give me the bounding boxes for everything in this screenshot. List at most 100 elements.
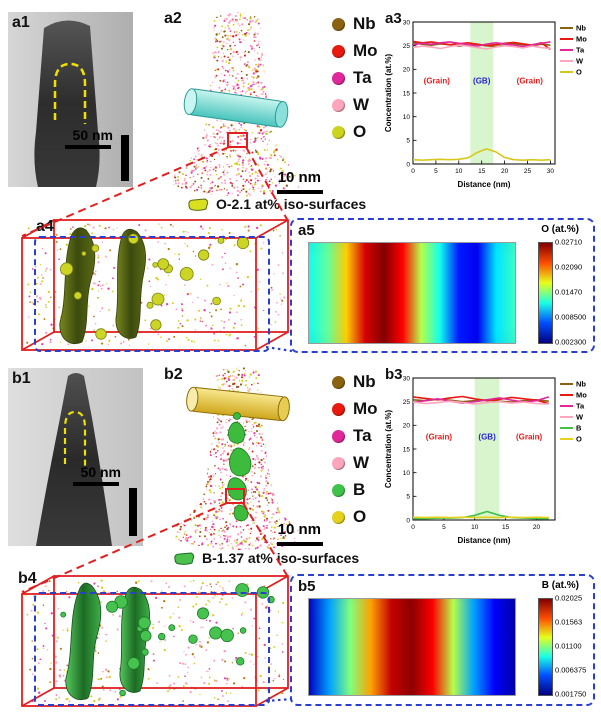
- panel-a2-apt-reconstruction: a2 10 nm: [150, 6, 325, 198]
- svg-text:10: 10: [403, 114, 411, 121]
- colorbar-tick-label: 0.01563: [555, 617, 583, 627]
- line-chart: 0 5 10 15 20 25 30 0 5 10 15 20 25 30 (Grain) (GB) (Grai…: [383, 10, 597, 192]
- svg-text:(Grain): (Grain): [516, 433, 543, 442]
- legend-color-dot: [332, 44, 345, 58]
- svg-text:W: W: [576, 413, 584, 422]
- svg-text:25: 25: [403, 399, 411, 406]
- panel-label: a2: [164, 10, 182, 27]
- svg-text:Nb: Nb: [576, 24, 586, 33]
- svg-text:10: 10: [455, 168, 463, 175]
- heatmap-shading: [309, 243, 515, 343]
- svg-text:0: 0: [411, 168, 415, 175]
- svg-text:Distance (nm): Distance (nm): [458, 180, 511, 189]
- colorbar-tick-label: 0.01100: [555, 641, 582, 651]
- o-cluster-spheres: [59, 233, 250, 340]
- panel-b2-apt-reconstruction: b2 10 nm: [150, 362, 325, 551]
- legend-item-mo: Mo: [332, 399, 378, 419]
- colorbar-tick-labels: 0.02025 0.01563 0.01100 0.006375 0.001750: [555, 594, 599, 699]
- svg-text:30: 30: [403, 375, 411, 382]
- svg-text:Nb: Nb: [576, 380, 586, 389]
- tem-needle-shape: [34, 20, 100, 188]
- svg-text:15: 15: [403, 446, 411, 453]
- b-iso-surface-icon: [174, 551, 195, 565]
- panel-label: b1: [12, 370, 31, 387]
- colorbar-tick-label: 0.006375: [555, 665, 587, 675]
- panel-label: b2: [164, 366, 183, 383]
- svg-text:10: 10: [471, 524, 479, 531]
- scale-bar-label: 50 nm: [80, 464, 121, 480]
- scale-bar: [73, 482, 119, 486]
- svg-text:(Grain): (Grain): [517, 77, 544, 86]
- scale-bar: [277, 190, 323, 194]
- magnified-region-blue-box-b: [34, 592, 270, 706]
- legend-label: Mo: [353, 41, 378, 60]
- svg-text:(GB): (GB): [473, 77, 491, 86]
- legend-color-dot: [332, 17, 345, 31]
- svg-text:20: 20: [403, 67, 411, 74]
- svg-text:15: 15: [478, 168, 486, 175]
- roi-cylinder-yellow: [186, 386, 290, 422]
- svg-text:O: O: [576, 435, 582, 444]
- legend-item-mo: Mo: [332, 41, 378, 61]
- panel-label: b4: [18, 570, 37, 587]
- legend-color-dot: [332, 510, 345, 524]
- svg-text:15: 15: [502, 524, 510, 531]
- svg-text:15: 15: [403, 90, 411, 97]
- scale-bar-label: 10 nm: [277, 169, 321, 186]
- heatmap-shading: [309, 599, 515, 695]
- colorbar-tick-label: 0.02090: [555, 262, 583, 272]
- svg-text:Distance (nm): Distance (nm): [458, 536, 511, 545]
- colorbar-tick-label: 0.01470: [555, 287, 583, 297]
- legend-label: Ta: [353, 68, 372, 87]
- caption-text: O-2.1 at% iso-surfaces: [216, 196, 367, 212]
- svg-text:(Grain): (Grain): [424, 77, 451, 86]
- colorbar-title: O (at.%): [541, 224, 579, 235]
- scale-bar: [65, 145, 111, 149]
- svg-text:10: 10: [403, 470, 411, 477]
- legend-item-o: O: [332, 507, 378, 527]
- magnified-region-blue-box-a: [34, 236, 270, 352]
- scale-bar-label: 10 nm: [277, 521, 321, 538]
- panel-label: b5: [298, 578, 316, 595]
- panel-b1-tem-image: b1 50 nm: [8, 368, 143, 546]
- tem-needle-image: [8, 12, 133, 188]
- scale-bar-vertical: [129, 488, 137, 536]
- legend-color-dot: [332, 402, 345, 416]
- svg-text:5: 5: [434, 168, 438, 175]
- colorbar-tick-label: 0.002300: [555, 337, 587, 347]
- legend-label: W: [353, 453, 370, 472]
- svg-text:W: W: [576, 57, 584, 66]
- colorbar: [538, 242, 553, 344]
- legend-item-ta: Ta: [332, 68, 378, 88]
- panel-b3-concentration-profile: 0 5 10 15 20 0 5 10 15 20 25 30 (Grain) (GB) (Grain) Nb…: [383, 366, 597, 548]
- legend-color-dot: [332, 456, 345, 470]
- svg-text:0: 0: [406, 517, 410, 524]
- svg-text:0: 0: [411, 524, 415, 531]
- svg-text:20: 20: [501, 168, 509, 175]
- legend-label: Nb: [353, 14, 376, 33]
- legend-color-dot: [332, 375, 345, 389]
- legend-item-ta: Ta: [332, 426, 378, 446]
- svg-text:O: O: [576, 68, 582, 77]
- colorbar-tick-label: 0.02710: [555, 237, 583, 247]
- panel-b5-concentration-map: b5 B (at.%) 0.02025 0.01563 0.01100 0.00637…: [290, 574, 595, 706]
- svg-text:Ta: Ta: [576, 402, 585, 411]
- legend-color-dot: [332, 71, 345, 85]
- svg-text:30: 30: [403, 19, 411, 26]
- iso-surface-caption-a: O-2.1 at% iso-surfaces: [186, 196, 366, 212]
- panel-label: a4: [36, 218, 54, 235]
- panel-label: a3: [385, 10, 402, 27]
- legend-item-b: B: [332, 480, 378, 500]
- legend-label: Ta: [353, 426, 372, 445]
- grain-boundary-dashed-curve: [63, 410, 87, 468]
- apt-point-cloud: [172, 12, 302, 197]
- svg-text:Mo: Mo: [576, 391, 587, 400]
- svg-text:Concentration (at.%): Concentration (at.%): [384, 410, 393, 489]
- legend-label: Nb: [353, 372, 376, 391]
- legend-item-nb: Nb: [332, 372, 378, 392]
- magnified-region-box: [225, 488, 245, 504]
- legend-label: Mo: [353, 399, 378, 418]
- legend-item-nb: Nb: [332, 14, 378, 34]
- legend-label: O: [353, 122, 367, 141]
